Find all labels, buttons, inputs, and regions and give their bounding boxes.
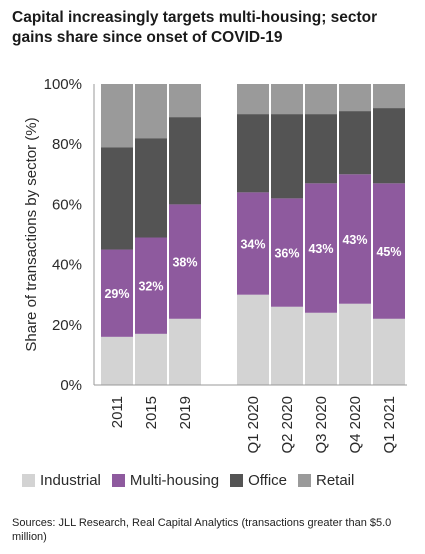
- bar-office-q1-2021: [373, 108, 405, 184]
- bar-retail-2019: [169, 84, 201, 118]
- bar-multi-housing-q1-2021: [373, 183, 405, 319]
- bar-retail-q1-2021: [373, 84, 405, 109]
- y-tick-label: 80%: [52, 136, 82, 153]
- bar-multi-housing-q2-2020: [271, 198, 303, 307]
- data-label: 36%: [274, 247, 299, 261]
- bar-industrial-2015: [135, 333, 167, 385]
- bar-office-q2-2020: [271, 114, 303, 199]
- bar-industrial-q2-2020: [271, 306, 303, 385]
- bar-industrial-2019: [169, 318, 201, 385]
- y-tick-label: 60%: [52, 196, 82, 213]
- bar-retail-q2-2020: [271, 84, 303, 115]
- bar-industrial-q3-2020: [305, 312, 337, 385]
- legend-swatch-retail: [298, 474, 311, 487]
- bar-multi-housing-2015: [135, 237, 167, 334]
- bar-retail-q3-2020: [305, 84, 337, 115]
- bar-office-2019: [169, 117, 201, 205]
- stacked-bar-chart: 0% 20% 40% 60% 80% 100% Share of transactions …: [23, 76, 407, 454]
- bar-multi-housing-q4-2020: [339, 174, 371, 304]
- bar-retail-2011: [101, 84, 133, 148]
- chart-title-line-2: gains share since onset of COVID-19: [12, 29, 283, 46]
- chart-title: Capital increasingly targets multi-housi…: [12, 8, 417, 48]
- data-label: 43%: [308, 242, 333, 256]
- legend-item-office: Office: [230, 472, 287, 489]
- data-label: 38%: [172, 256, 197, 270]
- bar-industrial-q1-2020: [237, 294, 269, 385]
- x-tick-label: 2015: [143, 396, 160, 429]
- bar-industrial-2011: [101, 336, 133, 385]
- legend-item-multi-housing: Multi-housing: [111, 472, 220, 489]
- bar-office-q4-2020: [339, 111, 371, 175]
- bar-multi-housing-q3-2020: [305, 183, 337, 313]
- data-label: 45%: [376, 245, 401, 259]
- chart-title-line-1: Capital increasingly targets multi-housi…: [12, 9, 378, 26]
- legend-swatch-industrial: [22, 474, 35, 487]
- x-tick-label: 2011: [109, 396, 126, 428]
- bar-office-2011: [101, 147, 133, 250]
- data-label: 32%: [138, 280, 163, 294]
- x-tick-label: Q2 2020: [279, 396, 296, 454]
- data-label: 43%: [342, 233, 367, 247]
- x-tick-label: Q1 2021: [381, 396, 398, 454]
- bar-retail-q4-2020: [339, 84, 371, 112]
- legend-label-retail: Retail: [316, 472, 355, 489]
- y-tick-label: 40%: [52, 257, 82, 274]
- x-tick-label: Q1 2020: [245, 396, 262, 454]
- y-axis-label: Share of transactions by sector (%): [23, 117, 40, 351]
- data-label: 29%: [104, 287, 129, 301]
- legend-swatch-multi-housing: [111, 474, 125, 487]
- chart-legend: Industrial Multi-housing Office Retail: [22, 472, 365, 489]
- bar-industrial-q4-2020: [339, 303, 371, 385]
- legend-item-retail: Retail: [298, 472, 354, 489]
- legend-swatch-office: [230, 474, 244, 487]
- data-label: 34%: [240, 238, 265, 252]
- y-tick-label: 0%: [60, 377, 82, 394]
- bar-office-q3-2020: [305, 114, 337, 184]
- y-tick-label: 100%: [44, 76, 82, 93]
- x-tick-label: Q3 2020: [313, 396, 330, 454]
- bar-industrial-q1-2021: [373, 318, 405, 385]
- source-note: Sources: JLL Research, Real Capital Anal…: [12, 517, 392, 543]
- bar-office-q1-2020: [237, 114, 269, 193]
- bar-multi-housing-2019: [169, 204, 201, 319]
- x-tick-label: Q4 2020: [347, 396, 364, 454]
- bar-office-2015: [135, 138, 167, 238]
- legend-label-multi-housing: Multi-housing: [129, 472, 220, 489]
- legend-label-industrial: Industrial: [40, 472, 101, 489]
- bar-retail-2015: [135, 84, 167, 139]
- bar-retail-q1-2020: [237, 84, 269, 115]
- y-tick-label: 20%: [52, 317, 82, 334]
- legend-label-office: Office: [248, 472, 287, 489]
- bar-multi-housing-2011: [101, 249, 133, 337]
- bar-multi-housing-q1-2020: [237, 192, 269, 295]
- legend-item-industrial: Industrial: [22, 472, 101, 489]
- x-tick-label: 2019: [177, 396, 194, 429]
